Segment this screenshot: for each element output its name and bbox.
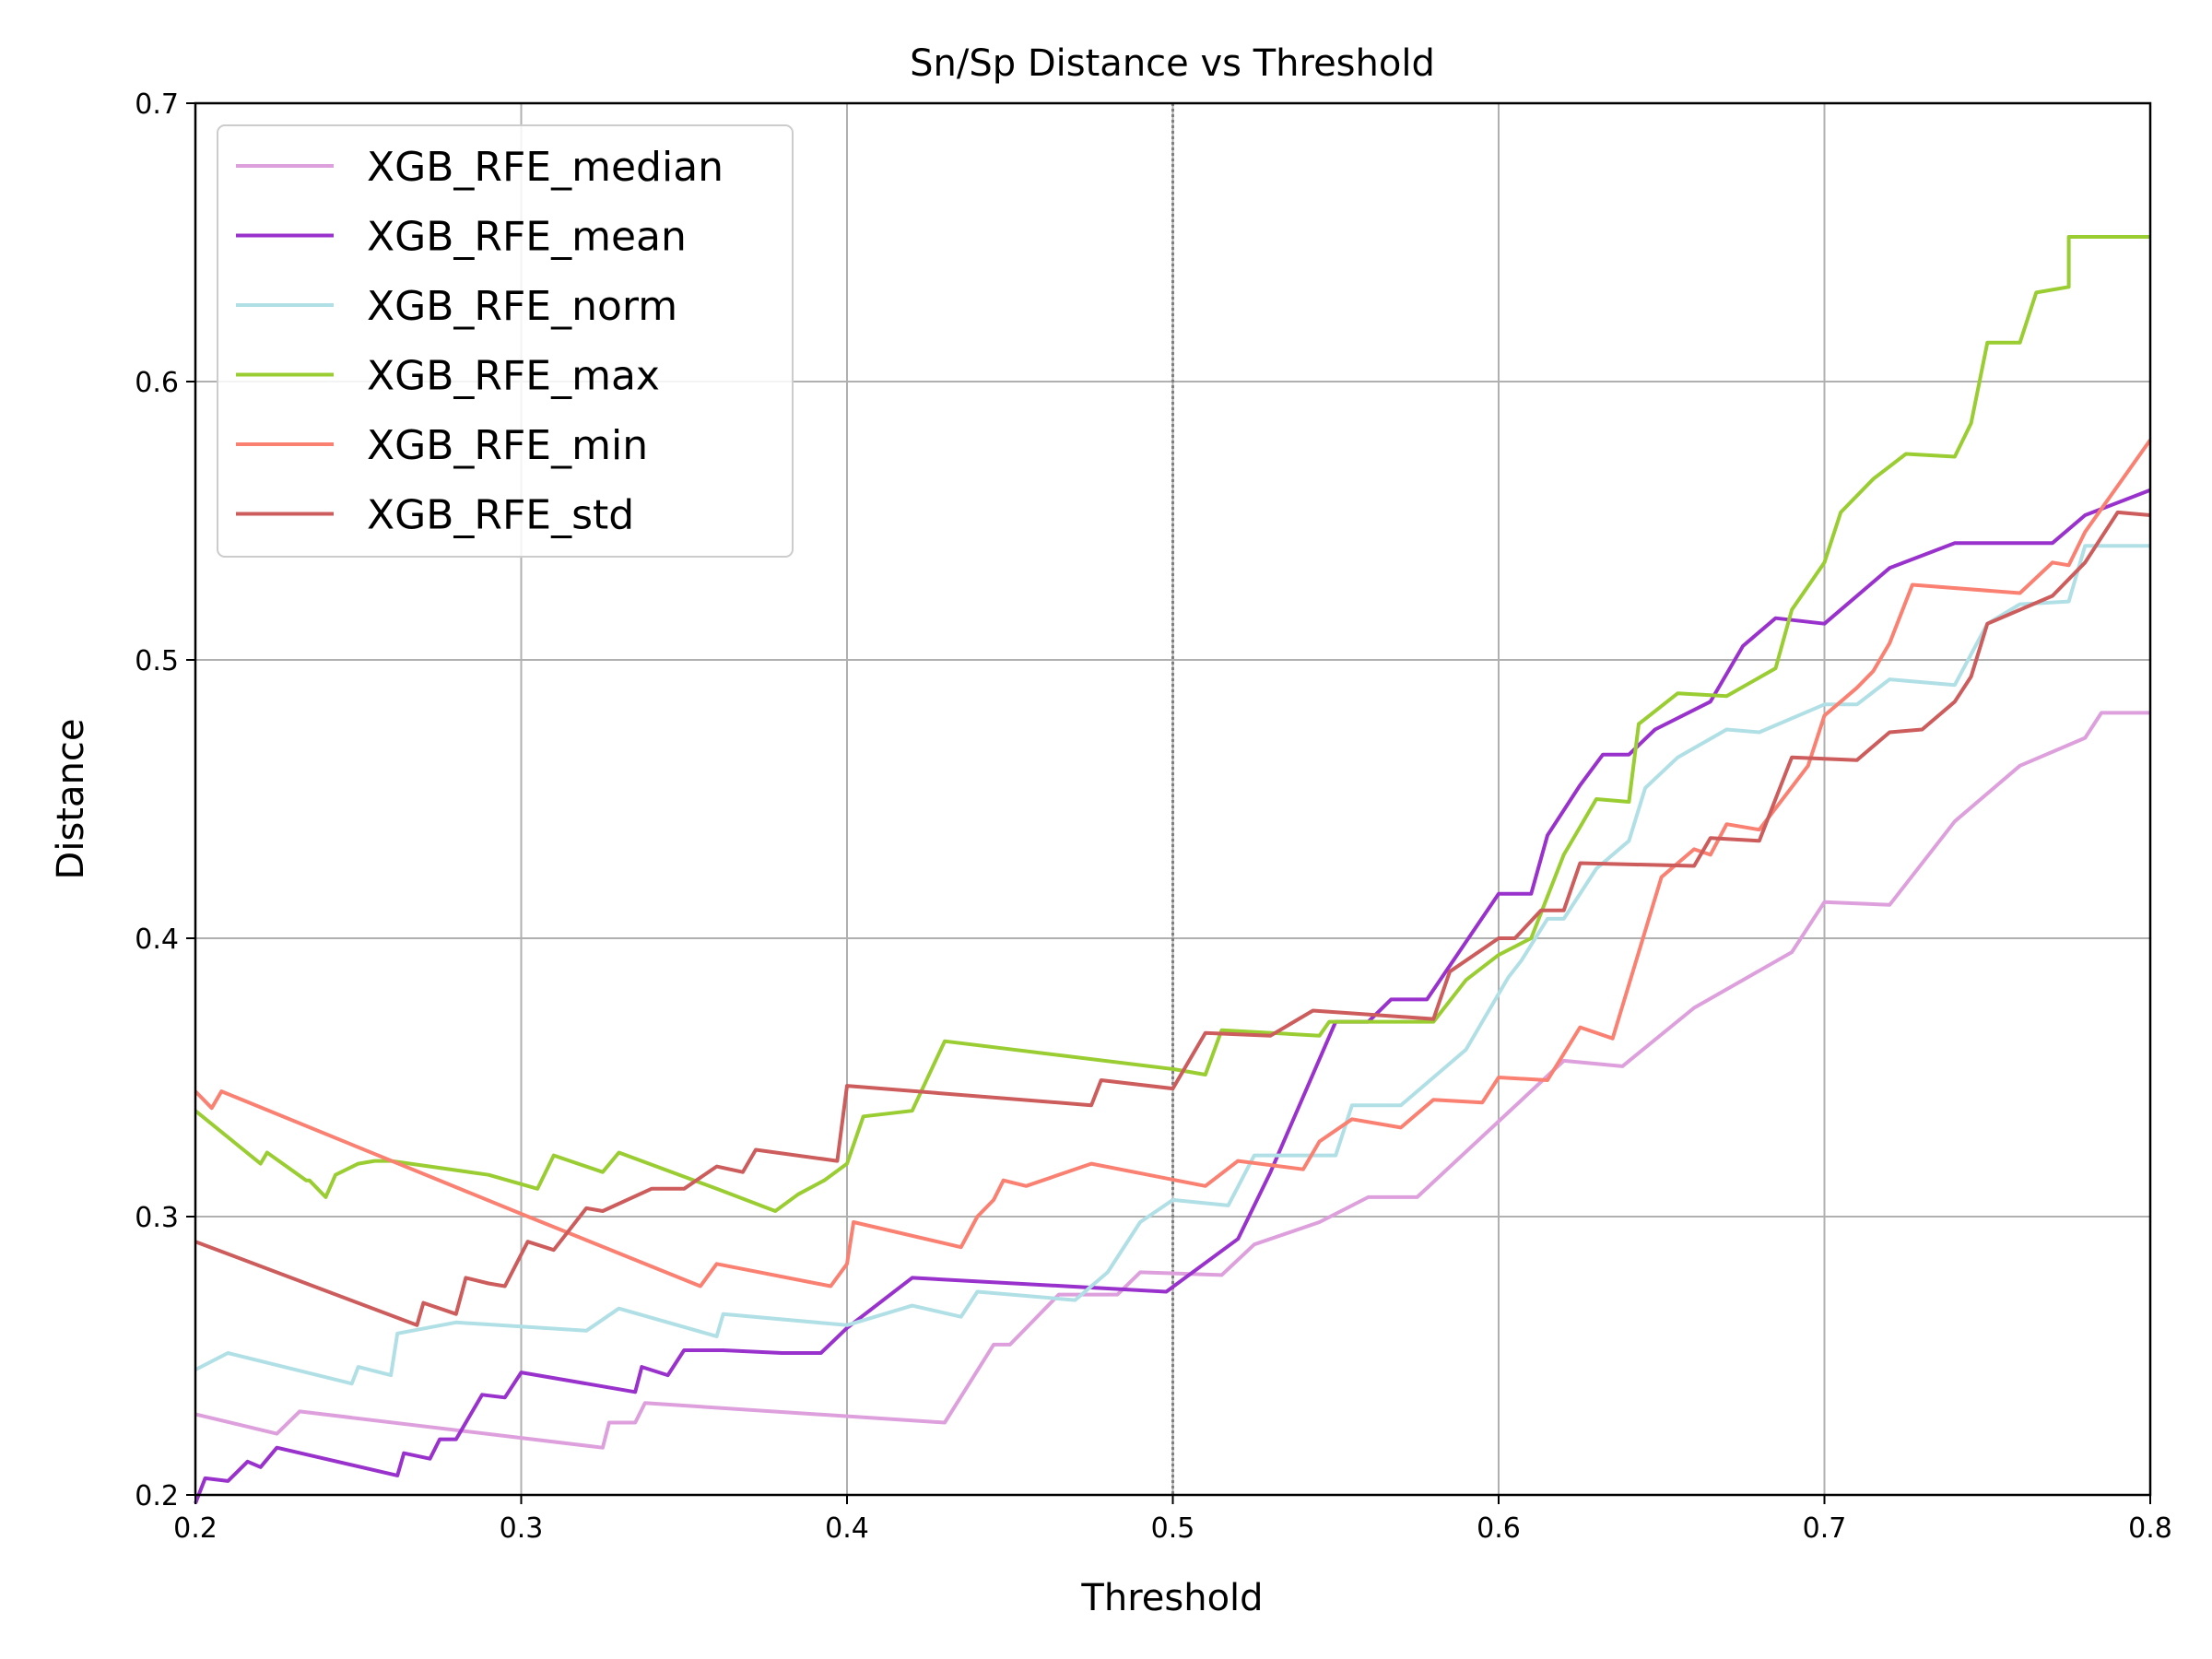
series-line-xgb-rfe-norm	[194, 544, 2150, 1386]
x-tick-label: 0.6	[1477, 1512, 1521, 1545]
series-line-xgb-rfe-mean	[194, 488, 2151, 1504]
series-line-xgb-rfe-median	[194, 711, 2150, 1450]
x-tick-label: 0.5	[1151, 1512, 1195, 1545]
y-tick-label: 0.2	[135, 1480, 179, 1512]
x-tick-label: 0.7	[1803, 1512, 1847, 1545]
y-tick-label: 0.4	[135, 924, 179, 956]
y-axis-label: Distance	[50, 719, 92, 880]
x-tick-label: 0.8	[2128, 1512, 2172, 1545]
series-line-xgb-rfe-max	[194, 235, 2150, 1213]
series-lines	[194, 235, 2152, 1504]
legend-label: XGB_RFE_mean	[367, 214, 687, 261]
legend: XGB_RFE_median XGB_RFE_mean XGB_RFE_norm XG…	[217, 124, 794, 558]
y-tick-label: 0.6	[135, 367, 179, 399]
y-tick-label: 0.7	[135, 88, 179, 121]
legend-label: XGB_RFE_norm	[367, 283, 677, 330]
chart-title: Sn/Sp Distance vs Threshold	[910, 42, 1435, 85]
x-tick-label: 0.4	[825, 1512, 869, 1545]
x-tick-label: 0.3	[500, 1512, 544, 1545]
legend-label: XGB_RFE_min	[367, 422, 648, 469]
legend-label: XGB_RFE_median	[367, 144, 724, 191]
y-tick-label: 0.3	[135, 1202, 179, 1234]
series-line-xgb-rfe-std	[194, 510, 2151, 1327]
series-line-xgb-rfe-min	[194, 439, 2152, 1288]
x-axis: 0.2 0.3 0.4 0.5 0.6 0.7 0.8	[173, 1495, 2172, 1545]
legend-box	[217, 124, 794, 558]
x-axis-label: Threshold	[1080, 1577, 1263, 1619]
y-axis: 0.2 0.3 0.4 0.5 0.6 0.7	[135, 88, 195, 1512]
y-tick-label: 0.5	[135, 645, 179, 677]
legend-label: XGB_RFE_max	[367, 353, 660, 400]
legend-label: XGB_RFE_std	[367, 492, 634, 539]
x-tick-label: 0.2	[173, 1512, 218, 1545]
